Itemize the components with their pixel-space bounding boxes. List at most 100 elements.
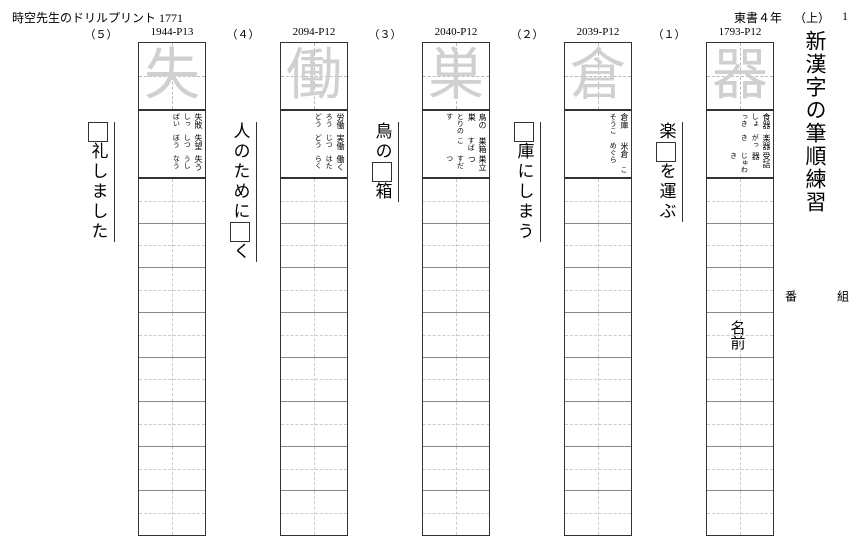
kanji-code: 2040-P12 [435, 26, 478, 42]
page-number: 1 [842, 9, 848, 26]
number-label: 番 [783, 290, 800, 350]
kanji-column: 2040-P12 巣 鳥の巣 とりのす巣箱 すばこ巣立つ すだつ [420, 26, 492, 536]
sentence-number: （１） [653, 26, 686, 42]
reading-entry: 実働 じつどう [283, 134, 345, 154]
practice-cell[interactable] [281, 358, 347, 403]
practice-cell[interactable] [423, 313, 489, 358]
kanji-code: 2039-P12 [577, 26, 620, 42]
model-kanji: 巣 [428, 48, 484, 104]
practice-cell[interactable] [565, 358, 631, 403]
practice-grid [138, 178, 206, 536]
reading-entry: 巣箱 すばこ [425, 137, 487, 154]
reading-entry: 巣立つ すだつ [425, 155, 487, 175]
practice-cell[interactable] [139, 313, 205, 358]
sentence-column: （５） 礼しました [72, 26, 130, 536]
practice-cell[interactable] [281, 402, 347, 447]
practice-cell[interactable] [707, 358, 773, 403]
sentence-column: （１） 楽を運ぶ [640, 26, 698, 536]
practice-cell[interactable] [423, 268, 489, 313]
worksheet-title: 新漢字の筆順練習 [800, 30, 830, 270]
practice-cell[interactable] [707, 268, 773, 313]
reading-entry: 米倉 こめぐら [567, 142, 629, 175]
blank-box[interactable] [372, 162, 392, 182]
practice-cell[interactable] [139, 224, 205, 269]
practice-cell[interactable] [139, 268, 205, 313]
sentence-prefix: 鳥の箱 [370, 122, 399, 202]
practice-cell[interactable] [423, 224, 489, 269]
practice-cell[interactable] [139, 402, 205, 447]
kanji-column: 1944-P13 失 失敗 しっぱい失望 しつぼう失う うしなう [136, 26, 208, 536]
class-label: 組 [835, 290, 852, 350]
practice-cell[interactable] [281, 313, 347, 358]
sentence-number: （２） [511, 26, 544, 42]
header-bar: 時空先生のドリルプリント 1771 東書４年 （上） 1 [12, 8, 848, 26]
blank-box[interactable] [514, 122, 534, 142]
reading-entry: 受話器 じゅわき [709, 152, 771, 175]
sentence-body: 礼しました [86, 42, 117, 242]
kanji-model-box: 巣 [422, 42, 490, 110]
practice-cell[interactable] [707, 313, 773, 358]
reading-entry: 楽器 がっき [709, 134, 771, 151]
model-kanji: 器 [712, 48, 768, 104]
reading-entry: 鳥の巣 とりのす [425, 113, 487, 136]
practice-cell[interactable] [281, 447, 347, 492]
practice-cell[interactable] [423, 402, 489, 447]
kanji-column: 1793-P12 器 食器 しょっき楽器 がっき受話器 じゅわき [704, 26, 776, 536]
practice-cell[interactable] [281, 224, 347, 269]
practice-cell[interactable] [139, 491, 205, 535]
practice-cell[interactable] [281, 179, 347, 224]
kanji-model-box: 器 [706, 42, 774, 110]
kanji-code: 1793-P12 [719, 26, 762, 42]
reading-entry: 失望 しつぼう [141, 134, 203, 154]
practice-cell[interactable] [423, 491, 489, 535]
sentence-body: 楽を運ぶ [654, 42, 685, 222]
reading-entry: 食器 しょっき [709, 113, 771, 133]
practice-grid [422, 178, 490, 536]
practice-cell[interactable] [423, 179, 489, 224]
practice-cell[interactable] [139, 358, 205, 403]
practice-cell[interactable] [565, 268, 631, 313]
sentence-body: 人のためにく [228, 42, 259, 262]
practice-cell[interactable] [423, 447, 489, 492]
blank-box[interactable] [656, 142, 676, 162]
reading-entry: 働く はたらく [283, 155, 345, 175]
practice-cell[interactable] [565, 179, 631, 224]
sentence-number: （５） [85, 26, 118, 42]
practice-cell[interactable] [707, 179, 773, 224]
practice-cell[interactable] [565, 491, 631, 535]
reading-entry: 倉庫 そうこ [567, 113, 629, 141]
sentence-body: 庫にしまう [512, 42, 543, 242]
reading-entry: 失う うしなう [141, 155, 203, 175]
header-right: 東書４年 （上） 1 [734, 9, 848, 26]
volume-label: （上） [794, 9, 830, 26]
practice-cell[interactable] [707, 224, 773, 269]
sentence-prefix: 礼しました [86, 122, 115, 242]
kanji-column: 2039-P12 倉 倉庫 そうこ米倉 こめぐら [562, 26, 634, 536]
textbook-label: 東書４年 [734, 9, 782, 26]
readings-box: 鳥の巣 とりのす巣箱 すばこ巣立つ すだつ [422, 110, 490, 178]
practice-cell[interactable] [707, 491, 773, 535]
blank-box[interactable] [88, 122, 108, 142]
practice-cell[interactable] [565, 402, 631, 447]
practice-cell[interactable] [565, 447, 631, 492]
sentence-body: 鳥の箱 [370, 42, 401, 202]
practice-cell[interactable] [281, 268, 347, 313]
reading-entry: 労働 ろうどう [283, 113, 345, 133]
practice-cell[interactable] [565, 224, 631, 269]
readings-box: 倉庫 そうこ米倉 こめぐら [564, 110, 632, 178]
practice-cell[interactable] [423, 358, 489, 403]
kanji-column: 2094-P12 働 労働 ろうどう実働 じつどう働く はたらく [278, 26, 350, 536]
kanji-model-box: 倉 [564, 42, 632, 110]
sentence-number: （４） [227, 26, 260, 42]
practice-cell[interactable] [707, 402, 773, 447]
practice-cell[interactable] [281, 491, 347, 535]
practice-cell[interactable] [139, 179, 205, 224]
blank-box[interactable] [230, 222, 250, 242]
sentence-column: （２） 庫にしまう [498, 26, 556, 536]
practice-cell[interactable] [139, 447, 205, 492]
practice-cell[interactable] [565, 313, 631, 358]
practice-cell[interactable] [707, 447, 773, 492]
sentence-column: （３） 鳥の箱 [356, 26, 414, 536]
model-kanji: 失 [144, 48, 200, 104]
kanji-model-box: 働 [280, 42, 348, 110]
